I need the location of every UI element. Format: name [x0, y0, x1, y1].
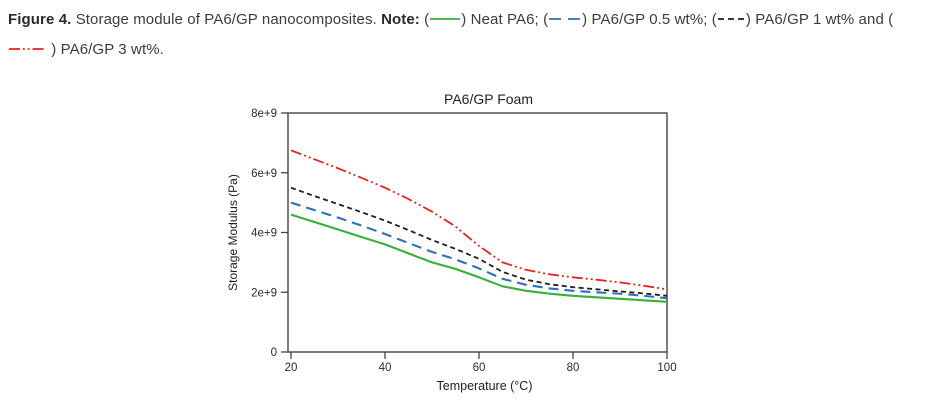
pa6-gp-1wt-line-symbol — [717, 17, 745, 20]
x-tick-label: 100 — [657, 362, 676, 374]
caption-bold-text: Note: — [381, 11, 420, 28]
x-tick-label: 20 — [285, 362, 298, 374]
pa6-gp-3wt-line-symbol — [9, 47, 46, 50]
y-tick-label: 8e+9 — [251, 108, 277, 120]
x-tick-label: 40 — [379, 362, 392, 374]
chart-title: PA6/GP Foam — [444, 91, 533, 107]
x-axis-label: Temperature (°C) — [437, 379, 533, 393]
caption-text: ) PA6/GP 3 wt%. — [47, 41, 164, 58]
neat-pa6-line-symbol — [430, 17, 461, 20]
y-tick-label: 4e+9 — [251, 228, 277, 240]
series-line-pa6-gp-3-wt — [290, 149, 668, 291]
y-axis-label: Storage Modulus (Pa) — [226, 174, 240, 291]
caption-text: ) Neat PA6; ( — [461, 11, 549, 28]
caption-text: ) PA6/GP 0.5 wt%; ( — [582, 11, 717, 28]
caption-text: ( — [419, 11, 430, 28]
y-tick-label: 6e+9 — [251, 168, 277, 180]
y-tick-label: 2e+9 — [251, 287, 277, 299]
caption-text: Storage module of PA6/GP nanocomposites. — [71, 11, 382, 28]
series-line-pa6-gp-0-5-wt — [290, 201, 668, 300]
caption-text: ) PA6/GP 1 wt% and ( — [745, 11, 894, 28]
x-tick-label: 80 — [567, 362, 580, 374]
series-line-neat-pa6 — [290, 213, 668, 303]
caption-bold-text: Figure 4. — [8, 11, 72, 28]
pa6-gp-05wt-line-symbol — [549, 17, 582, 20]
x-tick-label: 60 — [473, 362, 486, 374]
figure-caption: Figure 4. Storage module of PA6/GP nanoc… — [8, 5, 914, 65]
y-tick-label: 0 — [271, 347, 277, 359]
series-line-pa6-gp-1-wt — [290, 186, 668, 297]
